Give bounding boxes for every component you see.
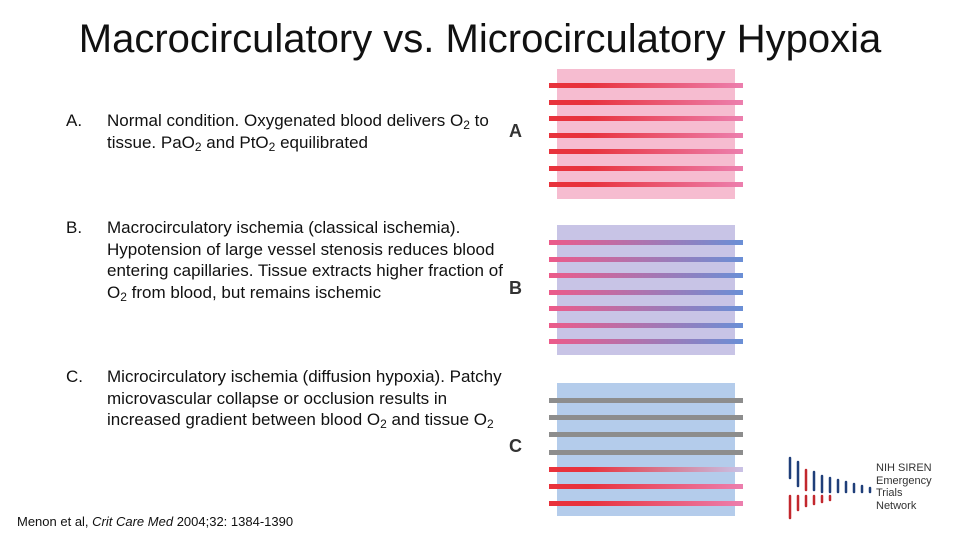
- panel-b-diagram: [549, 225, 743, 355]
- capillary-stripe: [549, 415, 743, 421]
- panel-a-diagram: [549, 69, 743, 199]
- capillary-stripe: [549, 466, 743, 472]
- siren-waveform-icon: [788, 456, 872, 520]
- capillary-stripe: [549, 256, 743, 262]
- item-a: A. Normal condition. Oxygenated blood de…: [66, 110, 516, 176]
- panel-c-diagram: [549, 383, 743, 516]
- capillary-stripe: [549, 182, 743, 187]
- item-b-letter: B.: [66, 218, 83, 237]
- panel-a-label: A: [509, 121, 522, 141]
- capillary-stripe: [549, 99, 743, 105]
- slide-title: Macrocirculatory vs. Microcirculatory Hy…: [78, 17, 882, 61]
- item-c-letter: C.: [66, 367, 83, 386]
- item-b: B. Macrocirculatory ischemia (classical …: [66, 217, 516, 327]
- item-a-letter: A.: [66, 111, 83, 130]
- nih-siren-logo: [784, 452, 960, 540]
- capillary-stripe: [549, 322, 743, 328]
- capillary-stripe: [549, 116, 743, 121]
- capillary-stripe: [549, 484, 743, 489]
- item-b-text: Macrocirculatory ischemia (classical isc…: [107, 218, 503, 304]
- capillary-stripe: [549, 432, 743, 438]
- capillary-stripe: [549, 240, 743, 245]
- capillary-stripe: [549, 273, 743, 278]
- capillary-stripe: [549, 501, 743, 507]
- capillary-stripe: [549, 398, 743, 403]
- citation: Menon et al, Crit Care Med 2004;32: 1384…: [17, 514, 294, 529]
- capillary-stripe: [549, 149, 743, 154]
- capillary-stripe: [549, 339, 743, 344]
- logo-text: NIH SIREN Emergency Trials Network: [876, 462, 932, 512]
- item-c-text: Microcirculatory ischemia (diffusion hyp…: [107, 367, 502, 431]
- capillary-stripe: [549, 83, 743, 88]
- item-c: C. Microcirculatory ischemia (diffusion …: [66, 366, 516, 456]
- capillary-stripe: [549, 449, 743, 455]
- item-a-text: Normal condition. Oxygenated blood deliv…: [107, 111, 489, 154]
- capillary-stripe: [549, 132, 743, 138]
- panel-c-label: C: [509, 436, 522, 456]
- capillary-stripe: [549, 289, 743, 295]
- capillary-stripe: [549, 165, 743, 171]
- panel-b-label: B: [509, 278, 522, 298]
- capillary-stripe: [549, 306, 743, 311]
